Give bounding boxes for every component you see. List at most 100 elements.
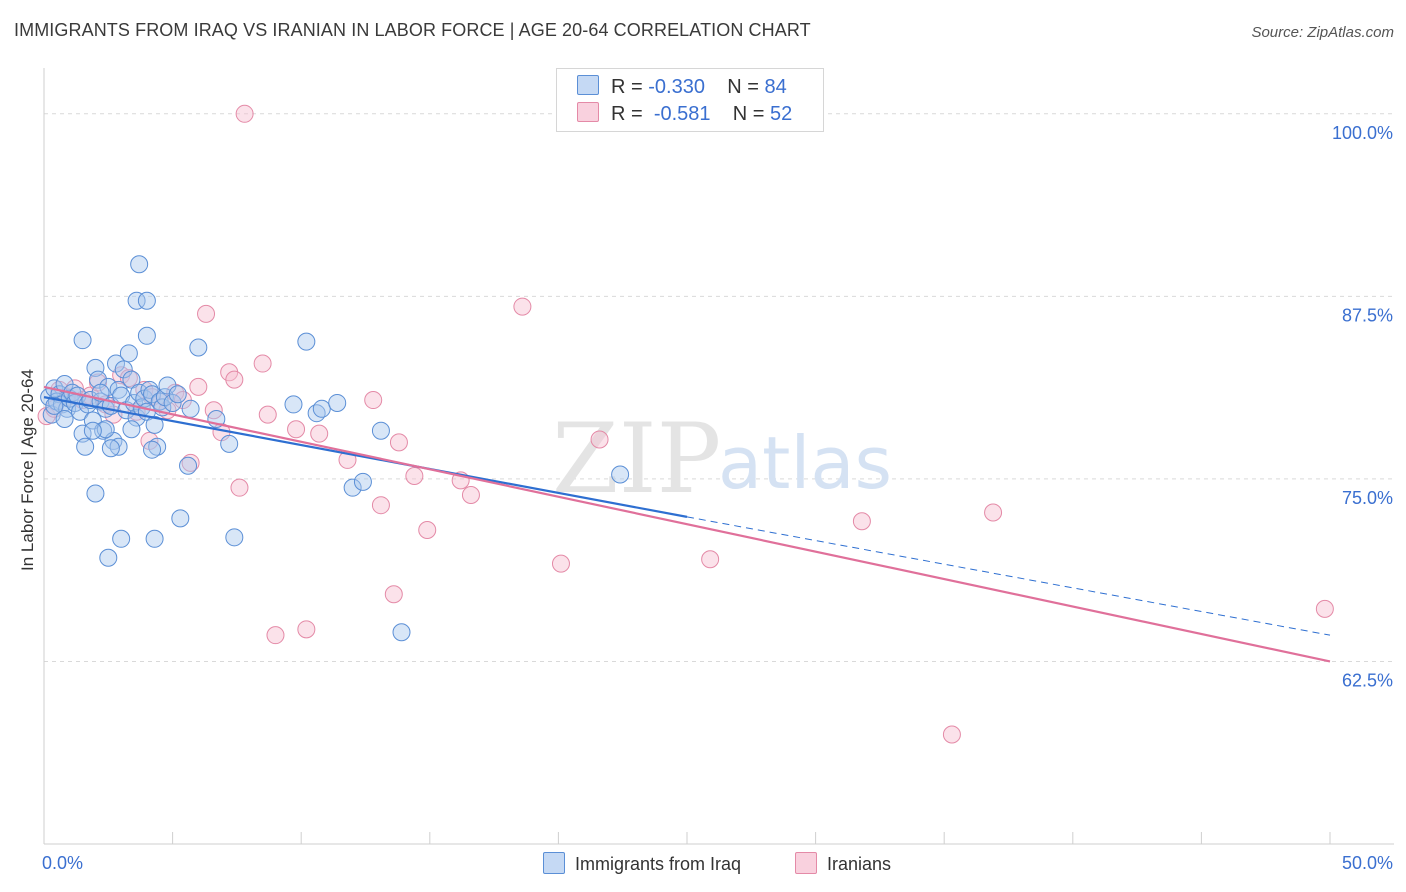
legend-n-value-iraq: 84: [764, 76, 787, 98]
y-tick-label: 87.5%: [1342, 305, 1393, 325]
data-point-iraq: [127, 291, 146, 310]
x-tick-label: 50.0%: [1342, 853, 1393, 873]
data-point-iranians: [297, 620, 316, 639]
y-tick-label: 100.0%: [1332, 123, 1393, 143]
data-point-iranians: [235, 104, 254, 123]
data-point-iranians: [310, 424, 329, 443]
data-point-iranians: [258, 405, 277, 424]
data-point-iranians: [513, 297, 532, 316]
data-point-iranians: [418, 521, 437, 540]
data-point-iraq: [86, 484, 105, 503]
source-label: Source: ZipAtlas.com: [1251, 24, 1394, 41]
data-point-iraq: [76, 437, 95, 456]
trend-lines: [43, 385, 1331, 663]
data-point-iraq: [130, 255, 149, 274]
bottom-legend-iranians[interactable]: Iranians: [795, 852, 891, 875]
y-tick-labels: 62.5% 75.0% 87.5% 100.0%: [1332, 123, 1393, 691]
data-point-iraq: [122, 370, 141, 389]
data-point-iranians: [551, 554, 570, 573]
data-point-iraq: [137, 326, 156, 345]
data-point-iraq: [148, 437, 167, 456]
data-point-iraq: [99, 548, 118, 567]
legend-row-iranians: R = -0.581 N = 52: [577, 102, 792, 126]
watermark-zip: ZIP: [552, 403, 721, 515]
bottom-legend-label-iranians: Iranians: [827, 854, 892, 874]
data-point-iraq: [112, 529, 131, 548]
data-point-iranians: [253, 354, 272, 373]
x-tick-label: 0.0%: [42, 853, 83, 873]
chart-title: IMMIGRANTS FROM IRAQ VS IRANIAN IN LABOR…: [14, 20, 811, 40]
data-point-iraq: [96, 420, 115, 439]
data-point-iraq: [101, 439, 120, 458]
bottom-legend-label-iraq: Immigrants from Iraq: [575, 854, 742, 874]
legend-r-label-iranians: R =: [611, 103, 643, 125]
data-point-iranians: [364, 391, 383, 410]
data-point-iraq: [171, 509, 190, 528]
watermark-atlas: atlas: [718, 421, 892, 505]
data-point-iraq: [45, 396, 64, 415]
data-point-iranians: [287, 420, 306, 439]
data-point-iraq: [119, 344, 138, 363]
data-point-iranians: [405, 466, 424, 485]
bottom-legend-iraq[interactable]: Immigrants from Iraq: [543, 852, 741, 875]
data-point-iranians: [701, 550, 720, 569]
bottom-legend-swatch-iraq: [543, 852, 565, 874]
data-point-iraq: [189, 338, 208, 357]
data-point-iraq: [225, 528, 244, 547]
data-point-iranians: [461, 485, 480, 504]
watermark: ZIP atlas: [552, 403, 892, 515]
legend-r-value-iraq: -0.330: [648, 76, 705, 98]
data-point-iraq: [114, 360, 133, 379]
trend-line-iraq: [43, 396, 688, 518]
y-axis-label: In Labor Force | Age 20-64: [18, 369, 37, 571]
y-tick-label: 75.0%: [1342, 488, 1393, 508]
data-point-iraq: [168, 385, 187, 404]
bottom-legend-swatch-iranians: [795, 852, 817, 874]
data-point-iranians: [852, 512, 871, 531]
data-point-iraq: [73, 331, 92, 350]
data-point-iranians: [230, 478, 249, 497]
data-point-iraq: [137, 291, 156, 310]
data-point-iranians: [189, 377, 208, 396]
data-point-iranians: [1315, 599, 1334, 618]
data-point-iraq: [284, 395, 303, 414]
data-point-iraq: [312, 399, 331, 418]
data-point-iraq: [297, 332, 316, 351]
data-point-iraq: [130, 383, 149, 402]
data-point-iraq: [179, 456, 198, 475]
trend-line-iranians: [43, 385, 1331, 663]
data-point-iranians: [181, 453, 200, 472]
data-point-iraq: [86, 358, 105, 377]
data-point-iranians: [984, 503, 1003, 522]
data-point-iraq: [220, 434, 239, 453]
data-point-iraq: [343, 478, 362, 497]
data-point-iraq: [353, 472, 372, 491]
axes: [43, 68, 1394, 845]
data-point-iraq: [143, 440, 162, 459]
data-point-iranians: [197, 304, 216, 323]
data-point-iranians: [225, 370, 244, 389]
data-point-iraq: [145, 529, 164, 548]
data-point-iraq: [89, 370, 108, 389]
legend-row-iraq: R = -0.330 N = 84: [577, 75, 787, 99]
data-point-iranians: [590, 430, 609, 449]
data-point-iraq: [145, 415, 164, 434]
data-point-iraq: [611, 465, 630, 484]
data-point-iraq: [55, 410, 74, 429]
x-tick-labels: 0.0% 50.0%: [42, 853, 1393, 873]
data-point-iraq: [83, 421, 102, 440]
series-iranians-points: [37, 104, 1334, 744]
legend-n-value-iranians: 52: [770, 103, 793, 125]
legend-r-value-iranians: -0.581: [653, 103, 711, 125]
data-point-iraq: [328, 393, 347, 412]
data-point-iraq: [371, 421, 390, 440]
data-point-iranians: [266, 626, 285, 645]
data-point-iranians: [942, 725, 961, 744]
data-point-iraq: [109, 437, 128, 456]
data-point-iraq: [122, 420, 141, 439]
data-point-iranians: [384, 585, 403, 604]
legend-n-label-iranians: N =: [732, 103, 765, 125]
data-point-iraq: [163, 393, 182, 412]
legend-swatch-iranians: [577, 102, 599, 122]
